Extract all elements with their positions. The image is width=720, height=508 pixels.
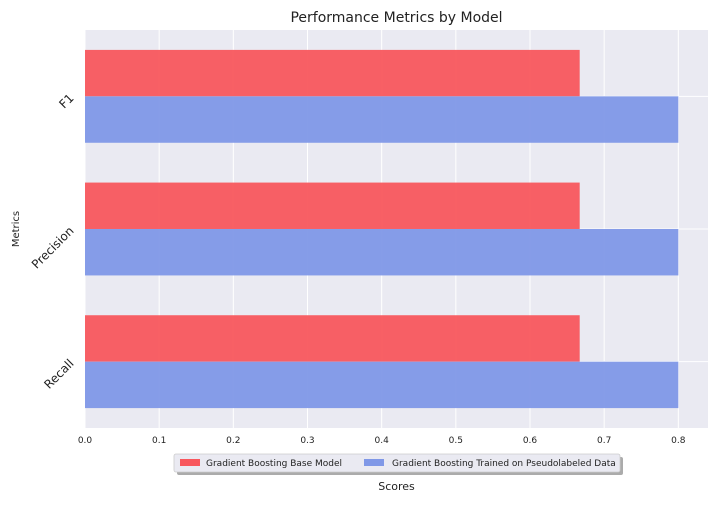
bar-recall-series-0: [85, 315, 580, 362]
x-tick-label: 0.5: [449, 436, 463, 446]
x-axis-title: Scores: [378, 480, 415, 493]
x-tick-label: 0.3: [300, 436, 314, 446]
x-axis-ticks: 0.0 0.1 0.2 0.3 0.4 0.5 0.6 0.7 0.8: [78, 436, 686, 446]
y-axis-title: Metrics: [11, 211, 22, 247]
x-tick-label: 0.8: [671, 436, 686, 446]
legend-label-pseudolabeled: Gradient Boosting Trained on Pseudolabel…: [392, 459, 616, 469]
bars: [85, 49, 679, 409]
x-tick-label: 0.6: [523, 436, 538, 446]
legend-swatch-pseudolabeled: [364, 459, 384, 466]
bar-precision-series-1: [85, 229, 679, 276]
x-tick-label: 0.2: [226, 436, 240, 446]
legend-label-base-model: Gradient Boosting Base Model: [206, 459, 342, 469]
bar-precision-series-0: [85, 182, 580, 229]
legend-swatch-base-model: [180, 459, 200, 466]
chart-title: Performance Metrics by Model: [290, 10, 502, 26]
legend-box: [173, 453, 621, 473]
bar-recall-series-1: [85, 361, 679, 409]
bar-f1-series-1: [85, 96, 679, 143]
x-tick-label: 0.4: [375, 436, 390, 446]
bar-f1-series-0: [85, 49, 580, 97]
x-tick-label: 0.7: [597, 436, 611, 446]
x-tick-label: 0.0: [78, 436, 93, 446]
x-tick-label: 0.1: [152, 436, 166, 446]
legend: Gradient Boosting Base Model Gradient Bo…: [173, 453, 623, 475]
